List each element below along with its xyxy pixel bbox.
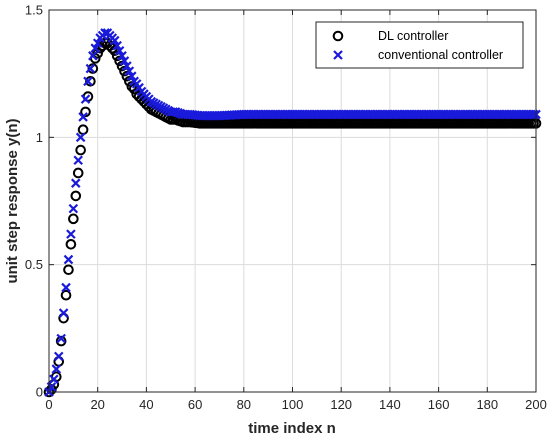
legend: DL controller conventional controller xyxy=(315,21,524,69)
data-point-x xyxy=(90,43,101,53)
data-point-x xyxy=(53,351,64,362)
data-point-circle xyxy=(70,190,82,202)
data-point-circle xyxy=(87,63,99,74)
data-point-circle xyxy=(65,238,77,250)
data-point-x xyxy=(68,203,79,214)
data-point-x xyxy=(71,178,81,188)
legend-marker-dl xyxy=(332,30,344,42)
ticks: 0 20 40 60 80 100 120 140 160 180 200 0 0.5 1 1.5 xyxy=(25,3,547,413)
data-point-x xyxy=(127,71,137,81)
data-point-x xyxy=(88,51,98,61)
data-point-x xyxy=(63,254,74,265)
data-point-x xyxy=(119,56,130,66)
y-tick-label: 0.5 xyxy=(25,257,43,272)
data-point-x xyxy=(122,61,132,71)
data-point-x xyxy=(78,112,88,122)
series-dl-controller xyxy=(43,37,542,398)
x-axis-label: time index n xyxy=(248,420,336,437)
data-point-circle xyxy=(55,335,67,347)
data-point-x xyxy=(124,66,135,76)
x-tick-label: 140 xyxy=(379,397,401,412)
y-tick-label: 0 xyxy=(36,385,43,400)
data-point-x xyxy=(51,364,62,374)
data-point-x xyxy=(58,308,69,318)
data-point-circle xyxy=(72,167,84,179)
data-point-circle xyxy=(80,106,91,118)
data-point-circle xyxy=(85,76,96,87)
x-tick-label: 180 xyxy=(476,397,498,412)
data-point-x xyxy=(61,282,71,293)
y-tick-label: 1 xyxy=(36,130,43,145)
legend-label-dl: DL controller xyxy=(378,29,448,43)
data-point-x xyxy=(100,28,110,38)
data-point-x xyxy=(112,40,122,51)
x-tick-label: 40 xyxy=(139,397,153,412)
data-point-x xyxy=(85,63,96,74)
data-point-x xyxy=(109,35,120,46)
x-tick-label: 60 xyxy=(188,397,202,412)
x-tick-label: 120 xyxy=(330,397,352,412)
data-point-circle xyxy=(75,144,86,156)
data-point-circle xyxy=(92,47,103,59)
x-tick-label: 100 xyxy=(282,397,304,412)
legend-label-conventional: conventional controller xyxy=(378,48,503,62)
data-point-x xyxy=(56,333,66,344)
y-tick-label: 1.5 xyxy=(25,3,43,18)
data-point-circle xyxy=(126,81,138,92)
legend-x-marker xyxy=(333,50,343,60)
data-point-x xyxy=(80,94,91,104)
series-conventional-controller xyxy=(44,28,541,397)
data-point-x xyxy=(73,155,83,166)
data-point-x xyxy=(117,51,127,61)
series-layer xyxy=(43,28,542,398)
legend-circle-marker xyxy=(332,30,344,42)
data-point-x xyxy=(66,229,76,239)
x-tick-label: 160 xyxy=(428,397,450,412)
data-point-x xyxy=(83,76,93,87)
data-point-circle xyxy=(60,289,72,301)
x-tick-label: 0 xyxy=(45,397,52,412)
data-point-x xyxy=(92,38,103,48)
y-axis-label: unit step response y(n) xyxy=(4,118,21,283)
data-point-x xyxy=(75,132,86,143)
data-point-x xyxy=(49,374,59,385)
x-tick-label: 80 xyxy=(237,397,251,412)
x-tick-label: 200 xyxy=(525,397,547,412)
x-tick-label: 20 xyxy=(90,397,104,412)
legend-marker-conventional xyxy=(333,50,343,60)
legend-box xyxy=(315,21,524,69)
data-point-x xyxy=(114,45,125,56)
data-point-circle xyxy=(63,264,74,276)
data-point-circle xyxy=(68,213,79,225)
